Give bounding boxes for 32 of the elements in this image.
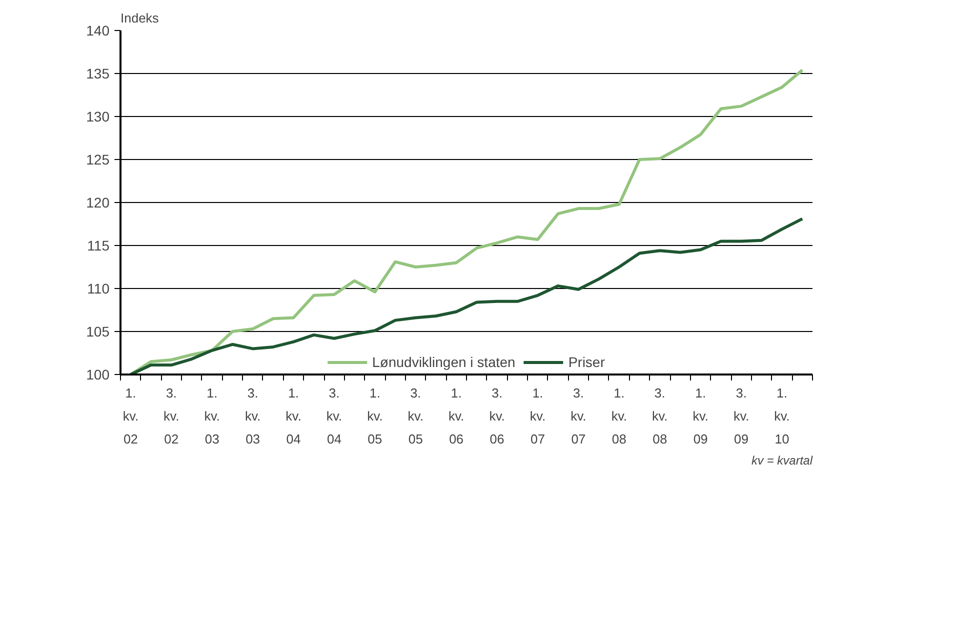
category-label: 1. kv. 08	[611, 386, 627, 446]
category-label: 3. kv. 04	[326, 386, 342, 446]
y-tick-label: 100	[86, 366, 110, 382]
legend-label: Priser	[568, 354, 605, 370]
category-label: 1. kv. 04	[286, 386, 302, 446]
category-label: 1. kv. 07	[530, 386, 546, 446]
category-label: 3. kv. 05	[408, 386, 424, 446]
category-label: 3. kv. 06	[489, 386, 505, 446]
category-label: 1. kv. 05	[367, 386, 383, 446]
line-series	[129, 217, 804, 374]
category-label: 3. kv. 03	[244, 386, 261, 446]
y-tick-label: 105	[86, 324, 110, 340]
y-tick-label: 135	[86, 66, 110, 82]
category-label: 1. kv. 02	[122, 386, 139, 446]
category-label: 1. kv. 06	[448, 386, 464, 446]
category-label: 3. kv. 08	[652, 386, 668, 446]
category-label: 1. kv. 03	[204, 386, 220, 446]
line-series	[129, 68, 804, 374]
y-tick-label: 110	[87, 280, 110, 296]
y-tick-label: 140	[86, 22, 110, 38]
category-label: 3. kv. 07	[570, 386, 586, 446]
y-tick-label: 115	[87, 238, 110, 254]
category-label: 1. kv. 10	[774, 386, 790, 446]
legend-label: Lønudviklingen i staten	[372, 354, 516, 370]
y-tick-label: 130	[86, 108, 110, 124]
text: kv = kvartal	[751, 454, 813, 468]
category-label: 1. kv. 09	[692, 386, 708, 446]
y-tick-label: 125	[86, 152, 110, 168]
category-label: 3. kv. 02	[164, 386, 180, 446]
y-axis-title: Indeks	[120, 10, 160, 26]
y-tick-label: 120	[86, 194, 110, 210]
category-label: 3. kv. 09	[733, 386, 750, 446]
